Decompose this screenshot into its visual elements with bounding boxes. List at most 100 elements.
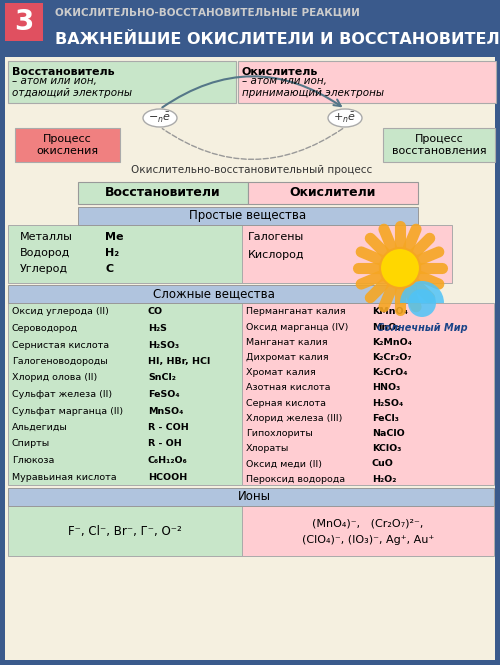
Text: Простые вещества: Простые вещества bbox=[190, 209, 306, 223]
Text: Альдегиды: Альдегиды bbox=[12, 423, 68, 432]
Text: HNO₃: HNO₃ bbox=[372, 384, 400, 392]
Text: Азотная кислота: Азотная кислота bbox=[246, 384, 330, 392]
Text: Пероксид водорода: Пероксид водорода bbox=[246, 475, 345, 483]
Text: Дихромат калия: Дихромат калия bbox=[246, 353, 328, 362]
Bar bbox=[15, 128, 120, 162]
Bar bbox=[238, 61, 496, 103]
Text: Серная кислота: Серная кислота bbox=[246, 399, 326, 408]
Text: (ClO₄)⁻, (IO₃)⁻, Ag⁺, Au⁺: (ClO₄)⁻, (IO₃)⁻, Ag⁺, Au⁺ bbox=[302, 535, 434, 545]
Text: Me: Me bbox=[105, 232, 124, 242]
Text: $-_n\bar{e}$: $-_n\bar{e}$ bbox=[148, 111, 172, 125]
Text: K₂Cr₂O₇: K₂Cr₂O₇ bbox=[372, 353, 412, 362]
Text: H₂: H₂ bbox=[105, 248, 119, 258]
Text: KMnO₄: KMnO₄ bbox=[372, 307, 408, 317]
Text: Галогеноводороды: Галогеноводороды bbox=[12, 357, 108, 366]
Text: Хромат калия: Хромат калия bbox=[246, 368, 316, 377]
Text: Галогены: Галогены bbox=[248, 232, 304, 242]
Text: FeCl₃: FeCl₃ bbox=[372, 414, 399, 423]
Bar bbox=[242, 506, 494, 556]
Text: Водород: Водород bbox=[20, 248, 70, 258]
Text: Восстановитель: Восстановитель bbox=[12, 67, 115, 77]
Bar bbox=[242, 303, 494, 485]
Text: Сернистая кислота: Сернистая кислота bbox=[12, 340, 109, 350]
Bar bbox=[78, 207, 418, 225]
Text: HI, HBr, HCl: HI, HBr, HCl bbox=[148, 357, 210, 366]
Text: (MnO₄)⁻,   (Cr₂O₇)²⁻,: (MnO₄)⁻, (Cr₂O₇)²⁻, bbox=[312, 518, 424, 528]
Text: CuO: CuO bbox=[372, 460, 394, 469]
Text: R - OH: R - OH bbox=[148, 440, 182, 448]
Text: CO: CO bbox=[148, 307, 163, 317]
Bar bbox=[8, 285, 416, 303]
Text: ОКИСЛИТЕЛЬНО-ВОССТАНОВИТЕЛЬНЫЕ РЕАКЦИИ: ОКИСЛИТЕЛЬНО-ВОССТАНОВИТЕЛЬНЫЕ РЕАКЦИИ bbox=[55, 8, 360, 18]
Text: Процесс
восстановления: Процесс восстановления bbox=[392, 134, 486, 156]
Text: Ионы: Ионы bbox=[238, 491, 270, 503]
FancyArrowPatch shape bbox=[162, 76, 341, 108]
Bar bbox=[8, 61, 236, 103]
Text: C: C bbox=[105, 264, 113, 274]
Text: Хлораты: Хлораты bbox=[246, 444, 290, 454]
Text: FeSO₄: FeSO₄ bbox=[148, 390, 180, 399]
Text: K₂CrO₄: K₂CrO₄ bbox=[372, 368, 408, 377]
Text: Углерод: Углерод bbox=[20, 264, 68, 274]
Text: HCOOH: HCOOH bbox=[148, 473, 187, 481]
Text: Процесс
окисления: Процесс окисления bbox=[36, 134, 98, 156]
Text: SnCl₂: SnCl₂ bbox=[148, 374, 176, 382]
Text: KClO₃: KClO₃ bbox=[372, 444, 402, 454]
Bar bbox=[0, 0, 500, 22]
Text: Металлы: Металлы bbox=[20, 232, 73, 242]
Bar bbox=[8, 303, 242, 485]
Text: H₂S: H₂S bbox=[148, 324, 167, 333]
Bar bbox=[8, 488, 494, 506]
Bar bbox=[8, 506, 242, 556]
Text: Хлорид олова (II): Хлорид олова (II) bbox=[12, 374, 97, 382]
Text: Сульфат марганца (II): Сульфат марганца (II) bbox=[12, 406, 123, 416]
Wedge shape bbox=[400, 281, 444, 303]
Bar bbox=[5, 3, 43, 41]
Bar bbox=[242, 225, 452, 283]
Text: MnO₂: MnO₂ bbox=[372, 323, 400, 332]
Bar bbox=[383, 128, 495, 162]
Text: Сероводород: Сероводород bbox=[12, 324, 78, 333]
Text: H₂SO₄: H₂SO₄ bbox=[372, 399, 403, 408]
Text: K₂MnO₄: K₂MnO₄ bbox=[372, 338, 412, 347]
Bar bbox=[0, 22, 500, 57]
FancyArrowPatch shape bbox=[162, 128, 342, 160]
Text: C₆H₁₂O₆: C₆H₁₂O₆ bbox=[148, 456, 188, 465]
Text: ВАЖНЕЙШИЕ ОКИСЛИТЕЛИ И ВОССТАНОВИТЕЛИ: ВАЖНЕЙШИЕ ОКИСЛИТЕЛИ И ВОССТАНОВИТЕЛИ bbox=[55, 33, 500, 47]
Ellipse shape bbox=[143, 109, 177, 127]
Text: Сложные вещества: Сложные вещества bbox=[153, 287, 275, 301]
Text: F⁻, Cl⁻, Br⁻, Г⁻, O⁻²: F⁻, Cl⁻, Br⁻, Г⁻, O⁻² bbox=[68, 525, 182, 537]
Text: Оксид углерода (II): Оксид углерода (II) bbox=[12, 307, 109, 317]
Text: Солнечный Мир: Солнечный Мир bbox=[376, 323, 468, 333]
Text: Перманганат калия: Перманганат калия bbox=[246, 307, 346, 317]
Text: R - COH: R - COH bbox=[148, 423, 189, 432]
Text: Кислород: Кислород bbox=[248, 250, 304, 260]
Text: Глюкоза: Глюкоза bbox=[12, 456, 54, 465]
Text: Манганат калия: Манганат калия bbox=[246, 338, 328, 347]
Circle shape bbox=[408, 289, 436, 317]
Text: Окислители: Окислители bbox=[290, 186, 376, 200]
Bar bbox=[8, 225, 242, 283]
Bar bbox=[78, 182, 248, 204]
Text: H₂O₂: H₂O₂ bbox=[372, 475, 396, 483]
Circle shape bbox=[380, 248, 420, 288]
Text: Муравьиная кислота: Муравьиная кислота bbox=[12, 473, 117, 481]
Text: Хлорид железа (III): Хлорид железа (III) bbox=[246, 414, 342, 423]
Text: Восстановители: Восстановители bbox=[105, 186, 221, 200]
Text: Окислительно-восстановительный процесс: Окислительно-восстановительный процесс bbox=[132, 165, 372, 175]
Text: Спирты: Спирты bbox=[12, 440, 50, 448]
Text: Окислитель: Окислитель bbox=[242, 67, 318, 77]
Ellipse shape bbox=[328, 109, 362, 127]
Text: NaClO: NaClO bbox=[372, 429, 405, 438]
Text: Сульфат железа (II): Сульфат железа (II) bbox=[12, 390, 112, 399]
Text: 3: 3 bbox=[14, 8, 34, 36]
Text: – атом или ион,
отдающий электроны: – атом или ион, отдающий электроны bbox=[12, 76, 132, 98]
Text: $+_n\bar{e}$: $+_n\bar{e}$ bbox=[334, 111, 356, 125]
Text: Оксид марганца (IV): Оксид марганца (IV) bbox=[246, 323, 348, 332]
Text: H₂SO₃: H₂SO₃ bbox=[148, 340, 179, 350]
Bar bbox=[248, 182, 418, 204]
Text: Гипохлориты: Гипохлориты bbox=[246, 429, 313, 438]
Text: – атом или ион,
принимающий электроны: – атом или ион, принимающий электроны bbox=[242, 76, 384, 98]
Text: MnSO₄: MnSO₄ bbox=[148, 406, 184, 416]
Text: Оксид меди (II): Оксид меди (II) bbox=[246, 460, 322, 469]
